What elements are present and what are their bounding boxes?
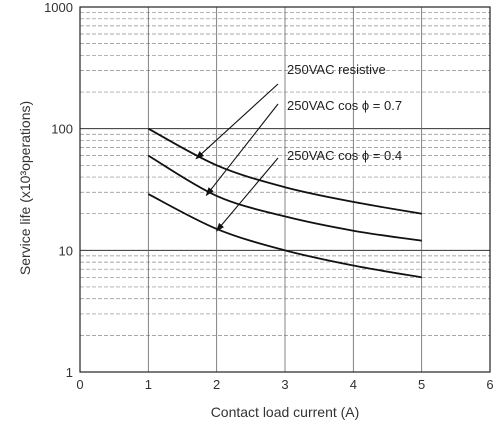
series-line-0	[147, 127, 422, 215]
annotation-arrow-1	[205, 103, 279, 197]
annotation-arrow-0	[195, 83, 279, 160]
annotation-label-1: 250VAC cos ϕ = 0.7	[287, 98, 402, 113]
annotation-arrow-2	[215, 157, 279, 232]
annotation-label-2: 250VAC cos ϕ = 0.4	[287, 148, 402, 163]
x-tick-label: 1	[145, 377, 152, 392]
x-tick-label: 3	[281, 377, 288, 392]
x-tick-label: 2	[213, 377, 220, 392]
x-tick-label: 4	[350, 377, 357, 392]
series-line-2	[147, 193, 422, 279]
series-layer	[147, 127, 422, 279]
y-tick-label: 1	[66, 365, 73, 380]
x-tick-label: 6	[486, 377, 493, 392]
x-axis-label: Contact load current (A)	[211, 404, 360, 420]
annotation-label-0: 250VAC resistive	[287, 62, 386, 77]
y-tick-label: 100	[51, 122, 73, 137]
x-tick-label: 5	[418, 377, 425, 392]
plot-frame	[79, 6, 491, 373]
y-axis-label: Service life (x10³operations)	[17, 101, 33, 275]
x-tick-label: 0	[76, 377, 83, 392]
grid	[80, 6, 490, 373]
annotations: 250VAC resistive 250VAC cos ϕ = 0.7 250VAC…	[195, 62, 402, 232]
series-line-1	[147, 154, 422, 242]
y-tick-label: 1000	[44, 0, 73, 15]
y-tick-label: 10	[59, 243, 73, 258]
